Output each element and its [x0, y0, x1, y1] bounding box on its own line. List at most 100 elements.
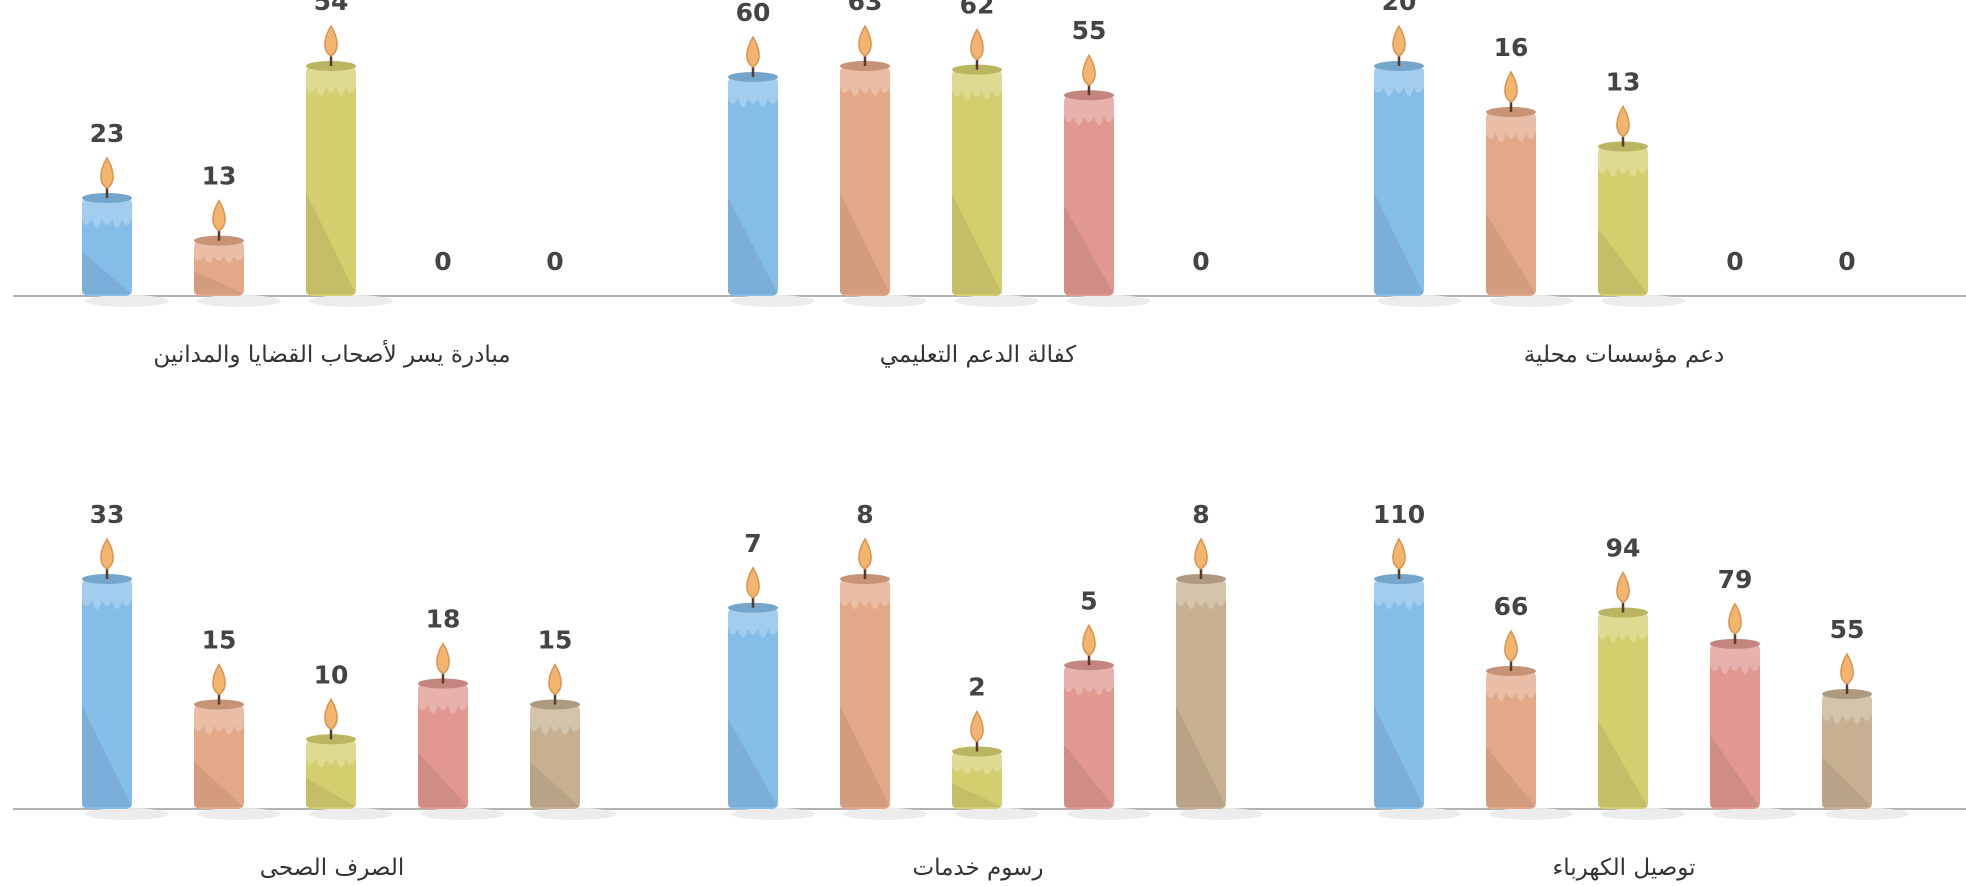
value-label: 0	[434, 247, 451, 276]
candle-body	[952, 751, 1002, 809]
value-label: 2	[968, 673, 985, 702]
candle-drip	[1374, 66, 1424, 96]
candle-body	[1064, 665, 1114, 809]
candle-drip	[1064, 95, 1114, 126]
candle-drip	[306, 739, 356, 768]
candle	[418, 642, 505, 820]
flame	[100, 156, 114, 189]
flame	[1728, 602, 1742, 635]
candle-shadow	[197, 808, 281, 820]
candle-shadow	[731, 295, 815, 307]
flame	[1194, 537, 1208, 570]
candle-drip	[840, 66, 890, 96]
value-label: 60	[736, 0, 771, 27]
candle-shade	[1064, 744, 1114, 807]
candle	[728, 566, 815, 820]
candle-shade	[1598, 228, 1648, 294]
candle-shade	[1598, 720, 1648, 807]
candle-body	[1710, 643, 1760, 809]
candle-shadow	[309, 808, 393, 820]
candle-body	[530, 704, 580, 809]
candle	[840, 24, 927, 307]
candle	[1822, 652, 1909, 820]
flame	[746, 566, 760, 599]
candle-body	[194, 704, 244, 809]
value-label: 13	[202, 162, 237, 191]
candle	[194, 662, 281, 820]
value-label: 94	[1606, 533, 1641, 562]
candle-body	[1064, 95, 1114, 296]
candle-body	[1176, 579, 1226, 809]
value-label: 0	[1192, 247, 1209, 276]
flame	[1082, 623, 1096, 657]
candle	[1374, 24, 1461, 307]
candle-body	[1486, 671, 1536, 809]
candle	[1064, 623, 1151, 820]
flame	[212, 199, 226, 232]
flame	[212, 662, 226, 696]
candle-shade	[1374, 192, 1424, 294]
candle-body	[418, 683, 468, 809]
candle-shadow	[1179, 808, 1263, 820]
flame	[100, 537, 114, 570]
value-label: 0	[1838, 247, 1855, 276]
candle-shadow	[533, 808, 617, 820]
value-label: 55	[1072, 16, 1107, 45]
value-label: 15	[202, 625, 237, 654]
candle-drip	[1710, 643, 1760, 674]
candle-drip	[1598, 146, 1648, 177]
candle-body	[82, 198, 132, 296]
candle-drip	[530, 704, 580, 735]
candle-shade	[306, 777, 356, 807]
value-label: 7	[744, 529, 761, 558]
value-label: 66	[1494, 592, 1529, 621]
candle	[530, 662, 617, 820]
panel-title: كفالة الدعم التعليمي	[880, 342, 1077, 368]
candle	[194, 199, 281, 307]
candle-shade	[418, 752, 468, 807]
value-label: 33	[90, 500, 125, 529]
candle-shade	[1176, 705, 1226, 807]
candle	[728, 35, 815, 307]
candle-body	[1374, 579, 1424, 809]
value-label: 13	[1606, 68, 1641, 97]
flame	[1616, 570, 1630, 604]
value-label: 8	[856, 500, 873, 529]
candle	[1598, 105, 1685, 307]
candle	[952, 710, 1039, 820]
candle-shadow	[955, 808, 1039, 820]
candle-shade	[194, 761, 244, 807]
candle-drip	[1822, 694, 1872, 724]
value-label: 8	[1192, 500, 1209, 529]
candle-shadow	[421, 808, 505, 820]
candle-shadow	[85, 295, 169, 307]
candle-shadow	[197, 295, 281, 307]
candle-shadow	[843, 295, 927, 307]
candle-drip	[952, 751, 1002, 775]
candle-drip	[1486, 671, 1536, 701]
candle	[840, 537, 927, 820]
flame	[1504, 629, 1518, 662]
flame	[548, 662, 562, 696]
candle-drip	[840, 579, 890, 609]
candle-shadow	[1067, 295, 1151, 307]
candle-shadow	[955, 295, 1039, 307]
value-label: 62	[960, 0, 995, 20]
candle	[82, 156, 169, 307]
flame	[324, 24, 338, 57]
candle	[1598, 570, 1685, 820]
value-label: 20	[1382, 0, 1417, 16]
value-label: 63	[848, 0, 883, 16]
candle-body	[194, 240, 244, 296]
candle-shadow	[85, 808, 169, 820]
candle-shade	[728, 718, 778, 807]
value-label: 0	[1726, 247, 1743, 276]
value-label: 10	[314, 660, 349, 689]
candle-body	[840, 66, 890, 296]
candle-drip	[418, 683, 468, 714]
flame	[970, 710, 984, 743]
candle-shade	[306, 192, 356, 294]
candle-drip	[1486, 112, 1536, 142]
candle	[1486, 629, 1573, 820]
